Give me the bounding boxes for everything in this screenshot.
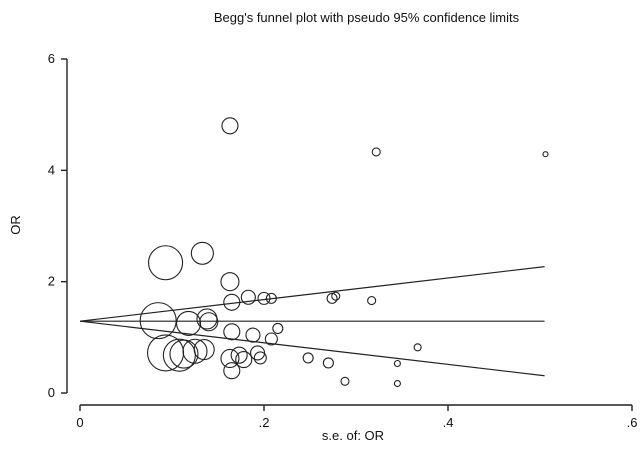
study-point xyxy=(235,351,253,369)
study-point xyxy=(322,357,334,369)
study-point xyxy=(193,339,215,361)
study-points xyxy=(139,117,549,388)
study-point xyxy=(331,291,341,301)
study-point xyxy=(253,351,267,365)
study-point xyxy=(223,362,241,380)
x-axis-label: s.e. of: OR xyxy=(322,428,384,443)
study-point xyxy=(190,241,214,265)
study-point xyxy=(148,245,184,281)
study-point xyxy=(393,359,401,368)
study-point xyxy=(182,338,208,364)
study-point xyxy=(542,151,549,158)
study-point xyxy=(393,379,401,388)
study-point xyxy=(326,292,338,304)
x-tick-label: 0 xyxy=(76,415,83,430)
study-point xyxy=(302,352,314,364)
x-tick-label: .6 xyxy=(627,415,638,430)
y-tick-label: 6 xyxy=(48,51,55,66)
study-point xyxy=(264,332,278,346)
study-point xyxy=(147,334,185,372)
study-point xyxy=(223,293,241,311)
study-point xyxy=(340,376,350,386)
study-point xyxy=(272,322,284,334)
study-point xyxy=(139,302,177,340)
x-tick-label: .4 xyxy=(443,415,454,430)
chart-title: Begg's funnel plot with pseudo 95% confi… xyxy=(213,10,520,25)
study-point xyxy=(169,339,199,369)
study-point xyxy=(199,312,219,332)
confidence-lines xyxy=(79,266,545,377)
study-point xyxy=(245,327,261,343)
y-tick-label: 4 xyxy=(48,162,55,177)
y-tick-label: 0 xyxy=(48,385,55,400)
x-tick-label: .2 xyxy=(259,415,270,430)
study-point xyxy=(220,272,240,292)
study-point xyxy=(367,296,377,306)
axes: 0 2 4 6 0 .2 .4 .6 xyxy=(48,51,638,430)
study-point xyxy=(176,310,202,336)
study-point xyxy=(265,292,277,304)
study-point xyxy=(223,323,241,341)
study-point xyxy=(371,147,381,157)
study-point xyxy=(250,345,266,361)
study-point xyxy=(240,289,256,305)
study-point xyxy=(221,117,239,135)
study-point xyxy=(257,291,271,305)
study-point xyxy=(413,343,422,352)
y-axis-label: OR xyxy=(8,215,23,235)
study-point xyxy=(230,346,248,364)
y-tick-label: 2 xyxy=(48,274,55,289)
upper-ci-line xyxy=(79,266,545,322)
lower-ci-line xyxy=(79,320,545,377)
study-point xyxy=(220,348,240,369)
